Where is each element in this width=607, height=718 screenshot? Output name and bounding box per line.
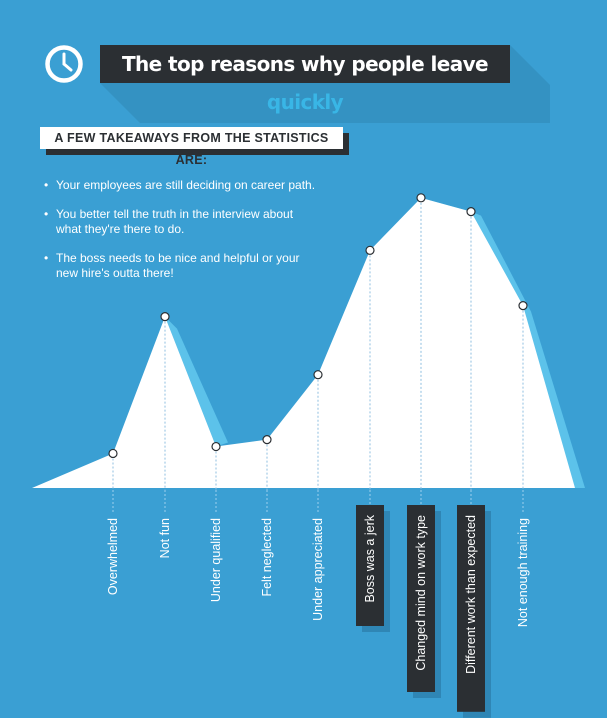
x-tick-label: Boss was a jerk [363,514,377,602]
data-point [313,370,323,380]
list-item-text: Your employees are still deciding on car… [56,178,316,192]
x-tick-label: Under appreciated [311,518,325,621]
label-highlight-box [457,505,485,712]
x-tick-label: Under qualified [209,518,223,602]
title-main-text: The top reasons why people leave [121,52,489,76]
data-point [466,207,476,217]
x-tick-label: Felt neglected [260,518,274,597]
data-point [262,435,272,445]
takeaways-list: • Your employees are still deciding on ca… [44,178,344,295]
x-tick-label: Not enough training [516,518,530,627]
list-item: • The boss needs to be nice and helpful o… [44,251,301,281]
subtitle: A FEW TAKEAWAYS FROM THE STATISTICS ARE: [40,127,343,167]
label-highlight-box [356,505,384,626]
x-tick-label: Changed mind on work type [414,515,428,671]
data-point [108,448,118,459]
area-series [32,197,575,488]
bullet-dot: • [44,207,49,221]
bullet-dot: • [44,251,49,265]
x-tick-label: Not fun [158,518,172,558]
list-item-text: You better tell the truth in the intervi… [56,207,294,236]
data-point [518,301,528,311]
data-point [365,245,375,255]
list-item: • Your employees are still deciding on ca… [44,178,344,193]
data-point [160,312,170,322]
x-tick-label: Different work than expected [464,515,478,674]
title-highlight-text: quickly [266,90,344,114]
data-point [416,193,426,203]
list-item: • You better tell the truth in the interv… [44,207,321,237]
label-highlight-box [407,505,435,692]
page-title: The top reasons why people leave quickly [100,45,510,114]
data-point [211,441,221,452]
x-tick-label: Overwhelmed [106,518,120,595]
bullet-dot: • [44,178,49,192]
clock-icon [45,45,83,83]
area-shadow [165,316,228,447]
list-item-text: The boss needs to be nice and helpful or… [56,251,300,280]
